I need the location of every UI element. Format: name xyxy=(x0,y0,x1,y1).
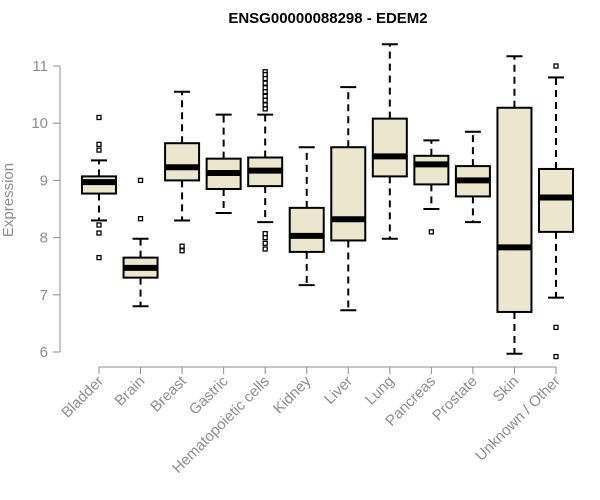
outlier-point xyxy=(262,80,268,86)
box-series xyxy=(81,43,574,360)
outlier-point xyxy=(553,63,559,69)
box-group xyxy=(496,55,533,355)
x-tick-label: Lung xyxy=(362,373,398,409)
x-tick-label: Skin xyxy=(490,373,523,406)
outlier-point xyxy=(262,106,268,112)
outlier-point xyxy=(96,114,102,121)
outlier-point xyxy=(553,353,559,360)
outlier-point xyxy=(428,229,435,235)
y-tick-label: 8 xyxy=(40,230,48,247)
y-tick-label: 7 xyxy=(40,287,48,304)
y-axis-label: Expression xyxy=(0,163,17,237)
box-iqr xyxy=(288,206,325,253)
outlier-point xyxy=(262,230,268,237)
outlier-point xyxy=(262,240,268,246)
outlier-point xyxy=(137,177,144,184)
outlier-point xyxy=(262,75,268,82)
box-iqr xyxy=(371,117,408,178)
x-tick-label: Bladder xyxy=(58,373,107,422)
box-group xyxy=(454,130,491,224)
box-group xyxy=(205,113,242,215)
outlier-point xyxy=(262,89,268,95)
box-group xyxy=(371,43,408,240)
outlier-point xyxy=(137,216,144,222)
y-tick-label: 10 xyxy=(31,115,48,132)
box-group xyxy=(81,114,117,261)
outlier-point xyxy=(262,246,268,252)
box-group xyxy=(330,86,367,312)
y-tick-label: 6 xyxy=(40,344,48,361)
box-group xyxy=(247,69,284,252)
outlier-point xyxy=(96,230,102,236)
y-axis-ticks: 6 7 8 9 10 11 xyxy=(31,58,60,361)
x-tick-label: Brain xyxy=(112,373,149,410)
box-iqr xyxy=(413,154,450,186)
y-tick-label: 9 xyxy=(40,172,48,189)
x-tick-label: Breast xyxy=(147,372,190,415)
box-group xyxy=(122,177,159,308)
outlier-point xyxy=(96,147,102,153)
x-tick-label: Prostate xyxy=(429,373,481,425)
box-group xyxy=(164,90,201,254)
x-tick-label: Liver xyxy=(321,373,356,408)
y-tick-label: 11 xyxy=(32,58,48,75)
outlier-point xyxy=(262,97,268,103)
box-iqr xyxy=(496,106,533,313)
box-group xyxy=(538,63,574,360)
box-group xyxy=(413,139,450,235)
box-group xyxy=(288,146,325,287)
outlier-point xyxy=(179,243,185,249)
x-tick-label: Kidney xyxy=(270,372,315,417)
chart-title: ENSG00000088298 - EDEM2 xyxy=(228,10,427,27)
outlier-point xyxy=(179,248,185,254)
outlier-point xyxy=(96,222,102,228)
box-iqr xyxy=(164,142,201,182)
outlier-point xyxy=(96,254,102,261)
outlier-point xyxy=(553,324,559,331)
outlier-point xyxy=(96,141,102,148)
box-iqr xyxy=(330,146,367,242)
